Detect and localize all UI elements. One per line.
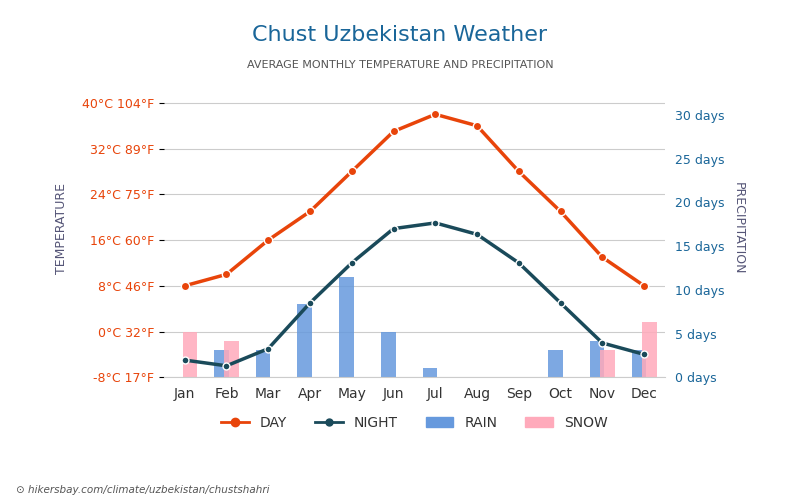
Bar — [590, 340, 604, 377]
Y-axis label: PRECIPITATION: PRECIPITATION — [732, 182, 745, 275]
Bar — [225, 340, 239, 377]
Bar — [600, 350, 615, 377]
Bar — [422, 368, 438, 377]
Bar — [256, 350, 270, 377]
Legend: DAY, NIGHT, RAIN, SNOW: DAY, NIGHT, RAIN, SNOW — [215, 410, 614, 436]
Bar — [642, 322, 657, 377]
Bar — [381, 332, 396, 377]
Text: Chust Uzbekistan Weather: Chust Uzbekistan Weather — [253, 25, 547, 45]
Bar — [631, 350, 646, 377]
Bar — [548, 350, 562, 377]
Bar — [298, 304, 312, 377]
Text: AVERAGE MONTHLY TEMPERATURE AND PRECIPITATION: AVERAGE MONTHLY TEMPERATURE AND PRECIPIT… — [246, 60, 554, 70]
Bar — [339, 276, 354, 377]
Y-axis label: TEMPERATURE: TEMPERATURE — [55, 183, 68, 274]
Bar — [214, 350, 229, 377]
Text: ⊙ hikersbay.com/climate/uzbekistan/chustshahri: ⊙ hikersbay.com/climate/uzbekistan/chust… — [16, 485, 270, 495]
Bar — [182, 332, 198, 377]
